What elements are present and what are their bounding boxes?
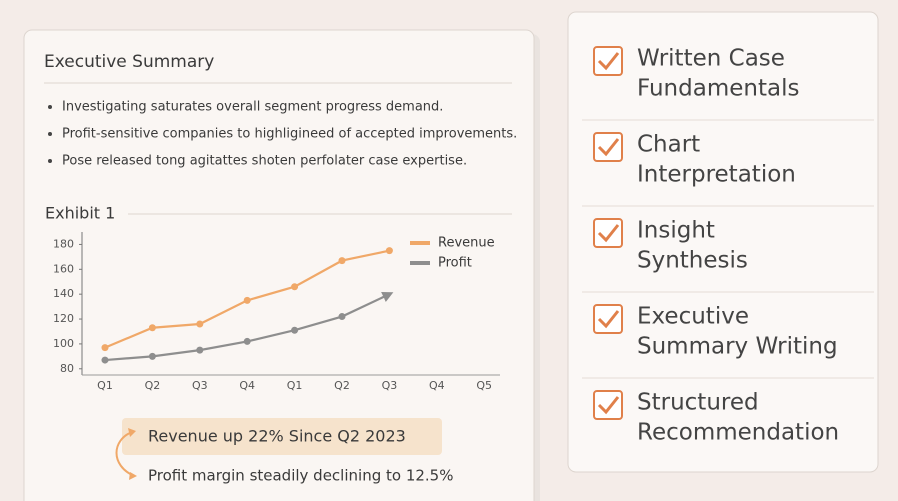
point bbox=[338, 257, 346, 265]
bullet-dot bbox=[48, 105, 52, 109]
callout-arrow bbox=[115, 431, 135, 477]
point bbox=[291, 326, 299, 334]
checklist-label: Interpretation bbox=[637, 162, 796, 188]
point bbox=[243, 337, 251, 345]
checkmark bbox=[597, 224, 620, 243]
x-tick-label: Q5 bbox=[476, 379, 492, 392]
exhibit-title: Exhibit 1 bbox=[45, 204, 115, 223]
checkmark bbox=[597, 396, 620, 415]
point bbox=[101, 344, 109, 352]
checkmark bbox=[597, 310, 620, 329]
checkbox bbox=[593, 304, 623, 334]
checklist-label: Insight bbox=[637, 218, 715, 244]
point bbox=[196, 320, 204, 328]
checklist-label: Structured bbox=[637, 390, 759, 416]
point bbox=[148, 352, 156, 360]
checklist-card bbox=[567, 11, 879, 473]
checkbox bbox=[593, 390, 623, 420]
y-tick-label: 120 bbox=[53, 312, 74, 325]
callout: Revenue up 22% Since Q2 2023 bbox=[148, 427, 406, 446]
callout-highlight bbox=[122, 418, 442, 455]
checkbox bbox=[593, 218, 623, 248]
summary-title: Executive Summary bbox=[44, 52, 214, 72]
y-tick-label: 100 bbox=[53, 337, 74, 350]
summary-card bbox=[23, 29, 535, 501]
point bbox=[385, 247, 393, 255]
bullet: Pose released tong agitattes shoten perf… bbox=[62, 154, 467, 169]
x-tick-label: Q4 bbox=[429, 379, 445, 392]
y-tick-label: 180 bbox=[53, 237, 74, 250]
x-tick-label: Q2 bbox=[145, 379, 161, 392]
y-tick-label: 80 bbox=[60, 362, 74, 375]
point bbox=[101, 356, 109, 364]
bullet: Investigating saturates overall segment … bbox=[62, 100, 443, 115]
point bbox=[243, 296, 251, 304]
checklist-label: Synthesis bbox=[637, 248, 748, 274]
checkbox bbox=[593, 132, 623, 162]
point bbox=[338, 313, 346, 321]
checkbox bbox=[593, 46, 623, 76]
checklist-label: Fundamentals bbox=[637, 76, 799, 102]
x-tick-label: Q1 bbox=[97, 379, 113, 392]
checkmark bbox=[597, 52, 620, 71]
checklist-label: Chart bbox=[637, 132, 700, 158]
bullet: Profit-sensitive companies to highligine… bbox=[62, 127, 517, 142]
checklist-label: Recommendation bbox=[637, 420, 839, 446]
point bbox=[196, 346, 204, 354]
callout: Profit margin steadily declining to 12.5… bbox=[148, 467, 453, 485]
bullet-dot bbox=[48, 132, 52, 136]
checklist-label: Executive bbox=[637, 304, 749, 330]
x-tick-label: Q4 bbox=[239, 379, 255, 392]
checklist-label: Summary Writing bbox=[637, 334, 838, 360]
y-tick-label: 160 bbox=[53, 262, 74, 275]
point bbox=[148, 324, 156, 332]
x-tick-label: Q1 bbox=[287, 379, 303, 392]
legend-label: Revenue bbox=[438, 236, 495, 251]
x-tick-label: Q3 bbox=[382, 379, 398, 392]
checklist-label: Written Case bbox=[637, 46, 785, 72]
x-tick-label: Q2 bbox=[334, 379, 350, 392]
point bbox=[291, 283, 299, 291]
y-tick-label: 140 bbox=[53, 287, 74, 300]
bullet-dot bbox=[48, 159, 52, 163]
checkmark bbox=[597, 138, 620, 157]
x-tick-label: Q3 bbox=[192, 379, 208, 392]
legend-label: Profit bbox=[438, 256, 472, 271]
